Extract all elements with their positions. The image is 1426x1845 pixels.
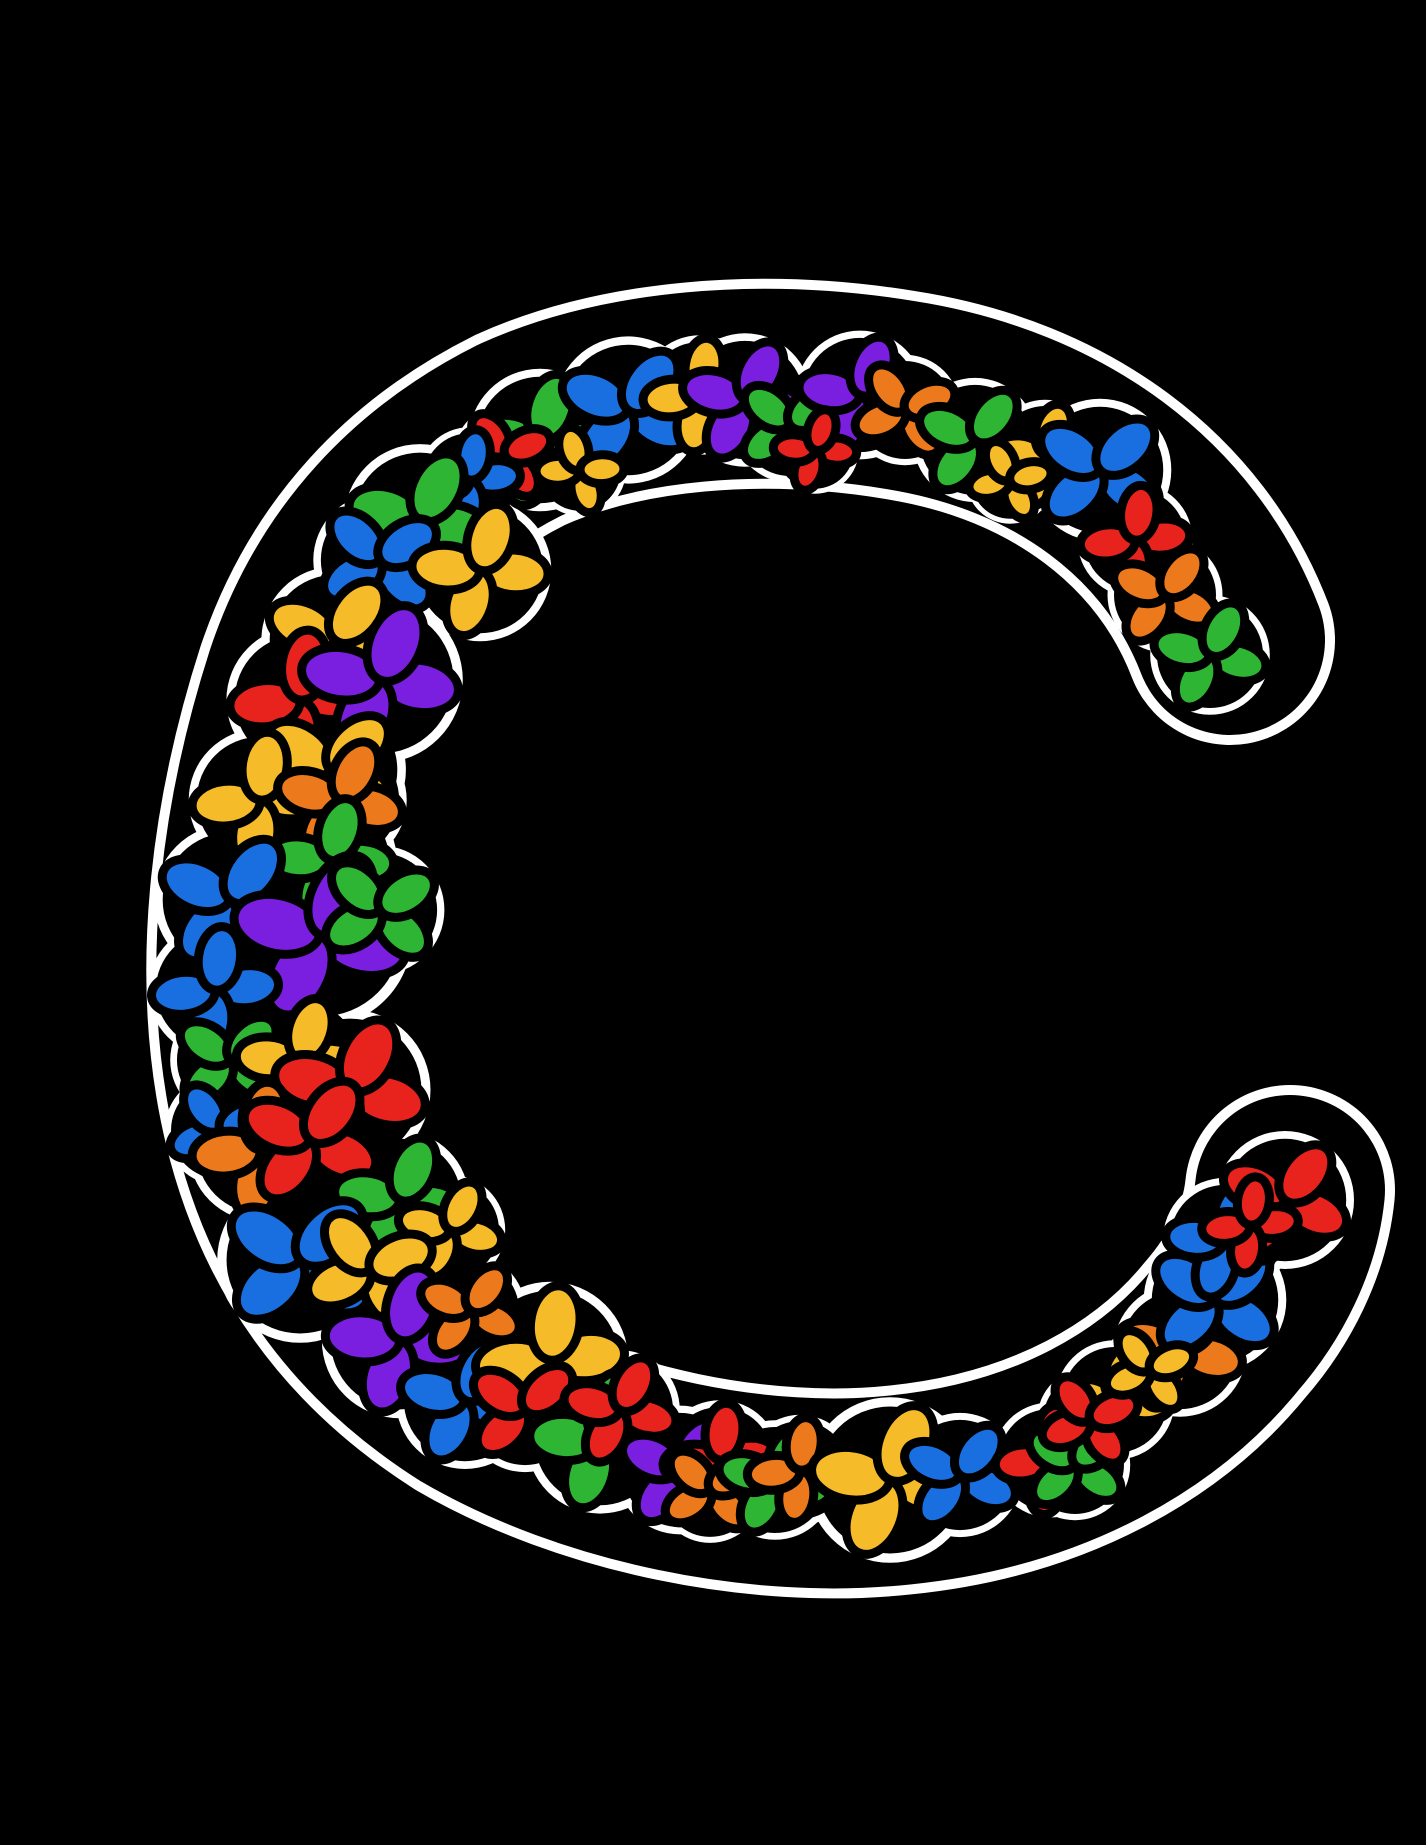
flower-icon: [416, 1261, 524, 1359]
flower-icon: [1101, 1326, 1199, 1414]
flower-icon: [1149, 598, 1271, 712]
flower-icon: [964, 436, 1056, 524]
flower-icon: [1197, 1172, 1303, 1278]
flower-cluster: [146, 332, 1352, 1559]
flower-icon: [1037, 1372, 1143, 1468]
flower-icon: [559, 1353, 681, 1467]
flower-icon: [531, 422, 629, 518]
flower-icon: [321, 858, 439, 962]
flower-icon: [146, 922, 284, 1058]
flower-icon: [297, 601, 463, 759]
flower-icon: [239, 1076, 381, 1204]
flower-icon: [768, 405, 862, 495]
flower-icon: [407, 499, 553, 641]
